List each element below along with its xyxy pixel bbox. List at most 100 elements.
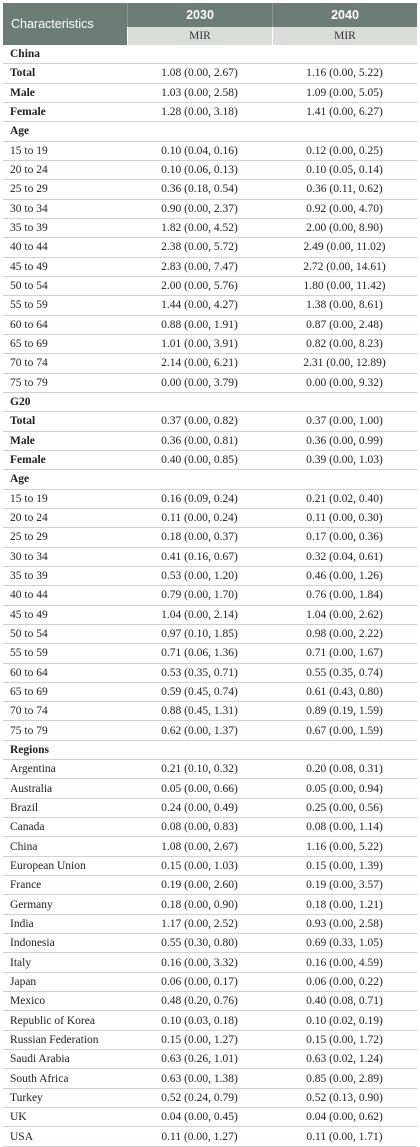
row-label: 60 to 64 <box>10 666 48 679</box>
mir-2040-cell: 2.00 (0.00, 8.90) <box>306 222 383 235</box>
mir-2030-cell: 1.44 (0.00, 4.27) <box>161 299 238 312</box>
row-label: 15 to 19 <box>10 492 48 505</box>
row-label: 60 to 64 <box>10 318 48 331</box>
mir-2030-cell: 0.97 (0.10, 1.85) <box>161 628 238 640</box>
table-row: UK 0.04 (0.00, 0.45) 0.04 (0.00, 0.62) <box>3 1108 417 1128</box>
table-row: South Africa 0.63 (0.00, 1.38) 0.85 (0.00,… <box>3 1069 417 1089</box>
table-row: 55 to 59 1.44 (0.00, 4.27) 1.38 (0.00, 8.6… <box>3 296 417 316</box>
mir-2040-cell: 0.82 (0.00, 8.23) <box>306 338 383 351</box>
mir-2040-cell: 0.76 (0.00, 1.84) <box>306 589 383 602</box>
table-row: 30 to 34 0.41 (0.16, 0.67) 0.32 (0.04, 0.6… <box>3 548 417 567</box>
row-label: 45 to 49 <box>10 260 48 273</box>
mir-2030-cell: 0.05 (0.00, 0.66) <box>161 782 238 795</box>
mir-2040-cell: 0.67 (0.00, 1.59) <box>306 724 383 737</box>
mir-2040-cell: 0.85 (0.00, 2.89) <box>306 1072 383 1085</box>
mir-2040-cell: 0.08 (0.00, 1.14) <box>306 821 383 834</box>
mir-2030-cell <box>127 45 272 63</box>
mir-2040-cell: 0.92 (0.00, 4.70) <box>306 202 383 215</box>
section-header-row: China <box>3 45 417 65</box>
table-row: Male 0.36 (0.00, 0.81) 0.36 (0.00, 0.99) <box>3 432 417 451</box>
row-label: Russian Federation <box>10 1033 99 1046</box>
row-label: 35 to 39 <box>10 222 48 235</box>
mir-2030-cell: 0.59 (0.45, 0.74) <box>161 685 238 698</box>
row-label: Italy <box>10 956 32 969</box>
year-2040-label: 2040 <box>272 3 417 27</box>
mir-2030-cell: 0.00 (0.00, 3.79) <box>161 376 238 389</box>
mir-2040-cell: 0.98 (0.00, 2.22) <box>306 628 383 640</box>
characteristics-header: Characteristics <box>3 3 127 45</box>
mir-2040-cell: 1.41 (0.00, 6.27) <box>306 106 383 119</box>
mir-2030-cell: 0.15 (0.00, 1.27) <box>161 1033 238 1046</box>
row-label: 55 to 59 <box>10 299 48 312</box>
mir-2030-cell: 0.36 (0.18, 0.54) <box>161 183 238 196</box>
table-row: 35 to 39 0.53 (0.00, 1.20) 0.46 (0.00, 1.2… <box>3 567 417 587</box>
row-label: Regions <box>10 743 49 756</box>
mir-2040-cell: 0.40 (0.08, 0.71) <box>306 995 383 1008</box>
table-row: Argentina 0.21 (0.10, 0.32) 0.20 (0.08, 0.… <box>3 760 417 780</box>
mir-2030-cell: 0.90 (0.00, 2.37) <box>161 202 238 215</box>
row-label: Female <box>10 454 46 467</box>
table-row: 55 to 59 0.71 (0.06, 1.36) 0.71 (0.00, 1.6… <box>3 644 417 664</box>
mir-2040-cell: 0.00 (0.00, 9.32) <box>306 376 383 389</box>
row-label: 75 to 79 <box>10 376 48 389</box>
table-row: Germany 0.18 (0.00, 0.90) 0.18 (0.00, 1.21… <box>3 895 417 915</box>
row-label: India <box>10 917 34 930</box>
mir-2040-cell: 0.21 (0.02, 0.40) <box>306 492 383 505</box>
mir-2030-cell: 1.82 (0.00, 4.52) <box>161 222 238 235</box>
row-label: Total <box>10 67 36 80</box>
row-label: France <box>10 879 42 892</box>
mir-2040-cell <box>272 122 417 140</box>
mir-2030-cell: 0.10 (0.06, 0.13) <box>161 164 238 177</box>
mir-2030-cell: 0.40 (0.00, 0.85) <box>161 454 238 467</box>
mir-2030-cell: 0.88 (0.45, 1.31) <box>161 705 238 718</box>
mir-2040-cell <box>272 45 417 63</box>
mir-2040-cell: 0.05 (0.00, 0.94) <box>306 782 383 795</box>
row-label: 40 to 44 <box>10 589 48 602</box>
table-row: 65 to 69 0.59 (0.45, 0.74) 0.61 (0.43, 0.8… <box>3 683 417 703</box>
mir-2040-cell: 1.04 (0.00, 2.62) <box>306 608 383 621</box>
mir-2030-cell: 1.28 (0.00, 3.18) <box>161 106 238 119</box>
table-row: 25 to 29 0.18 (0.00, 0.37) 0.17 (0.00, 0.3… <box>3 528 417 548</box>
mir-2040-cell: 0.63 (0.02, 1.24) <box>306 1053 383 1066</box>
mir-2030-cell: 1.04 (0.00, 2.14) <box>161 608 238 621</box>
table-row: 45 to 49 1.04 (0.00, 2.14) 1.04 (0.00, 2.6… <box>3 606 417 625</box>
mir-2030-cell: 1.03 (0.00, 2.58) <box>161 86 238 99</box>
row-label: 65 to 69 <box>10 685 48 698</box>
mir-2030-cell: 0.52 (0.24, 0.79) <box>161 1091 238 1104</box>
mir-2040-cell: 0.20 (0.08, 0.31) <box>306 763 383 776</box>
year-2030-column-header: 2030 MIR <box>127 3 272 45</box>
mir-2030-cell: 0.11 (0.00, 1.27) <box>161 1130 238 1143</box>
mir-2040-cell: 0.55 (0.35, 0.74) <box>306 666 383 679</box>
row-label: UK <box>10 1111 27 1124</box>
mir-2030-cell: 0.79 (0.00, 1.70) <box>161 589 238 602</box>
mir-2040-cell: 0.11 (0.00, 0.30) <box>306 512 383 525</box>
mir-2030-cell: 0.19 (0.00, 2.60) <box>161 879 238 892</box>
row-label: 70 to 74 <box>10 705 48 718</box>
row-label: Brazil <box>10 801 39 814</box>
table-row: 40 to 44 0.79 (0.00, 1.70) 0.76 (0.00, 1.8… <box>3 586 417 606</box>
table-row: 35 to 39 1.82 (0.00, 4.52) 2.00 (0.00, 8.9… <box>3 219 417 239</box>
mir-2040-cell: 0.36 (0.00, 0.99) <box>306 434 383 447</box>
row-label: Germany <box>10 898 53 911</box>
table-row: 20 to 24 0.10 (0.06, 0.13) 0.10 (0.05, 0.1… <box>3 161 417 181</box>
mir-2030-cell: 1.08 (0.00, 2.67) <box>161 840 238 853</box>
mir-2040-cell: 0.37 (0.00, 1.00) <box>306 415 383 428</box>
row-label: 25 to 29 <box>10 183 48 196</box>
row-label: Republic of Korea <box>10 1014 95 1027</box>
table-row: 30 to 34 0.90 (0.00, 2.37) 0.92 (0.00, 4.7… <box>3 200 417 219</box>
mir-2040-cell: 0.25 (0.00, 0.56) <box>306 801 383 814</box>
table-row: 25 to 29 0.36 (0.18, 0.54) 0.36 (0.11, 0.6… <box>3 180 417 200</box>
row-label: Male <box>10 86 35 99</box>
mir-2040-cell: 0.36 (0.11, 0.62) <box>306 183 383 196</box>
row-label: 45 to 49 <box>10 608 48 621</box>
mir-2030-cell: 0.10 (0.03, 0.18) <box>161 1014 238 1027</box>
mir-2040-cell: 0.15 (0.00, 1.39) <box>306 859 383 872</box>
table-row: Female 1.28 (0.00, 3.18) 1.41 (0.00, 6.27) <box>3 103 417 123</box>
data-table: Characteristics 2030 MIR 2040 MIR China T… <box>3 3 417 1147</box>
table-row: 15 to 19 0.16 (0.09, 0.24) 0.21 (0.02, 0.4… <box>3 490 417 509</box>
mir-2030-cell: 0.53 (0.35, 0.71) <box>161 666 238 679</box>
mir-2030-cell: 0.36 (0.00, 0.81) <box>161 434 238 447</box>
table-row: 75 to 79 0.62 (0.00, 1.37) 0.67 (0.00, 1.5… <box>3 721 417 741</box>
table-row: European Union 0.15 (0.00, 1.03) 0.15 (0.0… <box>3 857 417 877</box>
mir-2030-cell: 2.14 (0.00, 6.21) <box>161 357 238 370</box>
